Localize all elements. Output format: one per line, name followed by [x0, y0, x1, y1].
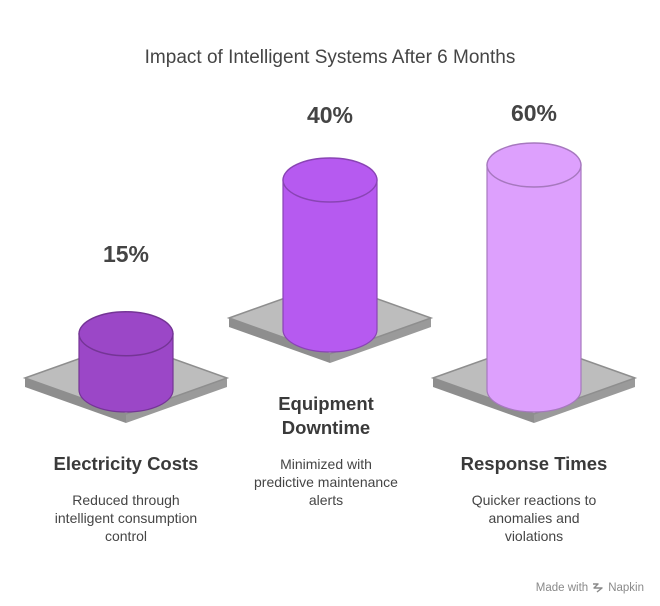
description-response: Quicker reactions to anomalies and viola… — [434, 491, 634, 545]
description-downtime-line-1: Minimized with — [280, 456, 372, 472]
description-downtime-line-2: predictive maintenance — [254, 474, 398, 490]
cylinder-top-electricity — [78, 311, 174, 357]
footer-attribution: Made with Napkin — [536, 582, 644, 594]
platform-left-side-downtime — [229, 318, 330, 363]
description-response-line-2: anomalies and — [488, 510, 580, 526]
cylinder-body-downtime — [282, 179, 378, 353]
description-response-line-3: violations — [504, 528, 564, 544]
description-downtime: Minimized with predictive maintenance al… — [226, 455, 426, 509]
platform-left-side-response — [433, 378, 534, 423]
category-label-downtime-line-2: Downtime — [281, 417, 371, 438]
cylinder-top-downtime — [282, 157, 378, 203]
category-label-downtime-line-1: Equipment — [278, 393, 374, 414]
cylinder-top-response — [486, 142, 582, 188]
category-label-downtime: Equipment Downtime — [226, 392, 426, 440]
description-response-line-1: Quicker reactions to — [471, 492, 597, 508]
platform-right-side-electricity — [126, 378, 227, 423]
description-electricity-line-3: control — [104, 528, 148, 544]
platform-right-side-downtime — [330, 318, 431, 363]
platform-left-side-electricity — [25, 378, 126, 423]
value-label-response: 60% — [510, 100, 558, 126]
description-downtime-line-3: alerts — [308, 492, 344, 508]
footer-brand: Napkin — [608, 582, 644, 594]
description-electricity: Reduced through intelligent consumption … — [26, 491, 226, 545]
cylinder-body-response — [486, 164, 582, 413]
platform-right-side-response — [534, 378, 635, 423]
value-label-electricity: 15% — [102, 241, 150, 267]
category-label-response: Response Times — [460, 453, 608, 474]
description-electricity-line-2: intelligent consumption — [54, 510, 198, 526]
page-title: Impact of Intelligent Systems After 6 Mo… — [144, 47, 516, 68]
footer-prefix: Made with — [535, 582, 589, 594]
category-label-electricity: Electricity Costs — [53, 453, 199, 474]
value-label-downtime: 40% — [306, 102, 354, 128]
description-electricity-line-1: Reduced through — [72, 492, 180, 508]
napkin-logo-icon — [593, 583, 603, 593]
